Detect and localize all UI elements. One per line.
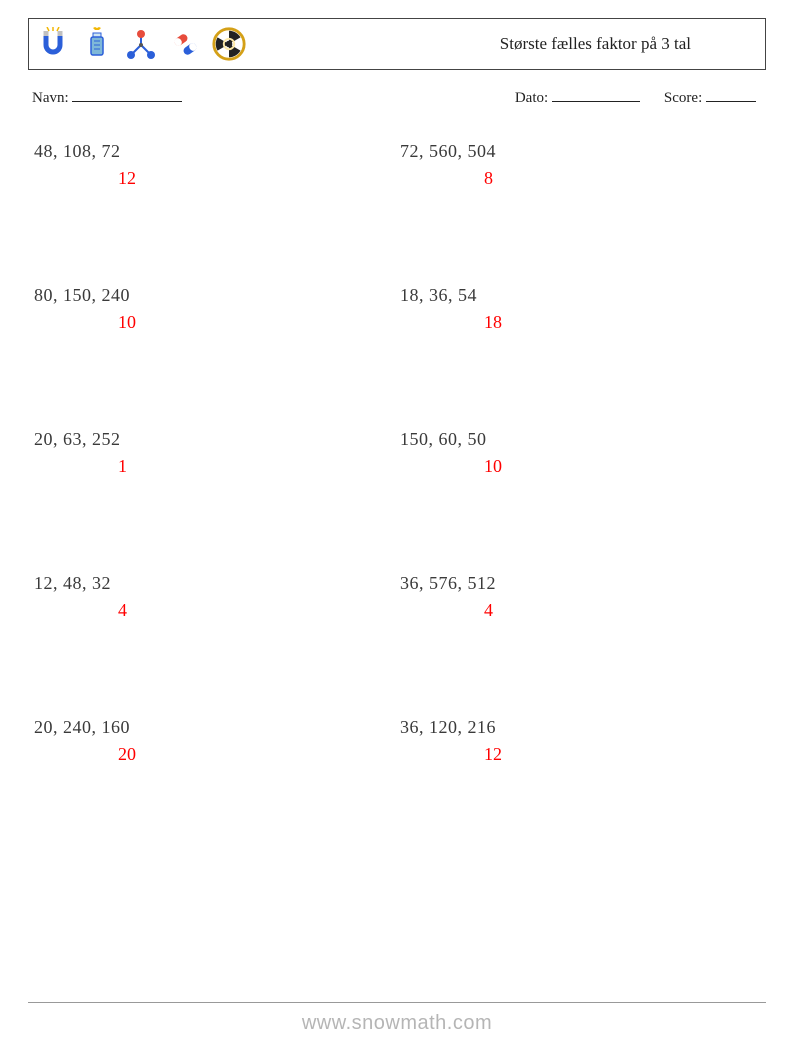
problem-numbers: 36, 576, 512 <box>400 573 766 594</box>
name-blank <box>72 88 182 102</box>
problem-answer: 12 <box>34 168 400 189</box>
problem-answer: 8 <box>400 168 766 189</box>
problem-numbers: 150, 60, 50 <box>400 429 766 450</box>
problem-answer: 4 <box>400 600 766 621</box>
name-label: Navn: <box>32 90 69 106</box>
flask-icon <box>79 26 115 62</box>
worksheet-page: Største fælles faktor på 3 tal Navn: Dat… <box>0 0 794 1053</box>
problem-numbers: 48, 108, 72 <box>34 141 400 162</box>
problem-answer: 18 <box>400 312 766 333</box>
problem-row: 48, 108, 72 1272, 560, 504 8 <box>34 141 766 189</box>
molecule-icon <box>123 26 159 62</box>
problem-numbers: 12, 48, 32 <box>34 573 400 594</box>
date-field: Dato: <box>515 88 640 107</box>
problem-cell: 48, 108, 72 12 <box>34 141 400 189</box>
score-field: Score: <box>664 88 756 107</box>
problem-cell: 36, 120, 216 12 <box>400 717 766 765</box>
problem-cell: 36, 576, 512 4 <box>400 573 766 621</box>
problem-cell: 20, 240, 160 20 <box>34 717 400 765</box>
problem-answer: 12 <box>400 744 766 765</box>
problem-cell: 150, 60, 50 10 <box>400 429 766 477</box>
problem-cell: 80, 150, 240 10 <box>34 285 400 333</box>
watermark: www.snowmath.com <box>0 1012 794 1035</box>
problem-answer: 20 <box>34 744 400 765</box>
problem-numbers: 72, 560, 504 <box>400 141 766 162</box>
problem-numbers: 20, 63, 252 <box>34 429 400 450</box>
problem-cell: 12, 48, 32 4 <box>34 573 400 621</box>
header-icons <box>35 26 247 62</box>
problem-answer: 4 <box>34 600 400 621</box>
date-label: Dato: <box>515 90 548 106</box>
problem-cell: 18, 36, 54 18 <box>400 285 766 333</box>
problem-numbers: 36, 120, 216 <box>400 717 766 738</box>
footer-divider <box>28 1002 766 1003</box>
problem-cell: 72, 560, 504 8 <box>400 141 766 189</box>
problem-row: 20, 63, 252 1150, 60, 50 10 <box>34 429 766 477</box>
score-blank <box>706 88 756 102</box>
problems-grid: 48, 108, 721272, 560, 504880, 150, 24010… <box>28 141 766 765</box>
date-blank <box>552 88 640 102</box>
problem-row: 20, 240, 160 2036, 120, 216 12 <box>34 717 766 765</box>
problem-answer: 1 <box>34 456 400 477</box>
worksheet-title: Største fælles faktor på 3 tal <box>500 34 691 54</box>
name-field: Navn: <box>32 88 515 107</box>
header-box: Største fælles faktor på 3 tal <box>28 18 766 70</box>
problem-row: 12, 48, 32436, 576, 5124 <box>34 573 766 621</box>
problem-cell: 20, 63, 252 1 <box>34 429 400 477</box>
problem-numbers: 18, 36, 54 <box>400 285 766 306</box>
magnet-icon <box>35 26 71 62</box>
info-row: Navn: Dato: Score: <box>28 88 766 107</box>
score-label: Score: <box>664 90 702 106</box>
problem-row: 80, 150, 240 1018, 36, 54 18 <box>34 285 766 333</box>
radiation-icon <box>211 26 247 62</box>
problem-answer: 10 <box>34 312 400 333</box>
problem-numbers: 80, 150, 240 <box>34 285 400 306</box>
problem-numbers: 20, 240, 160 <box>34 717 400 738</box>
problem-answer: 10 <box>400 456 766 477</box>
pills-icon <box>167 26 203 62</box>
